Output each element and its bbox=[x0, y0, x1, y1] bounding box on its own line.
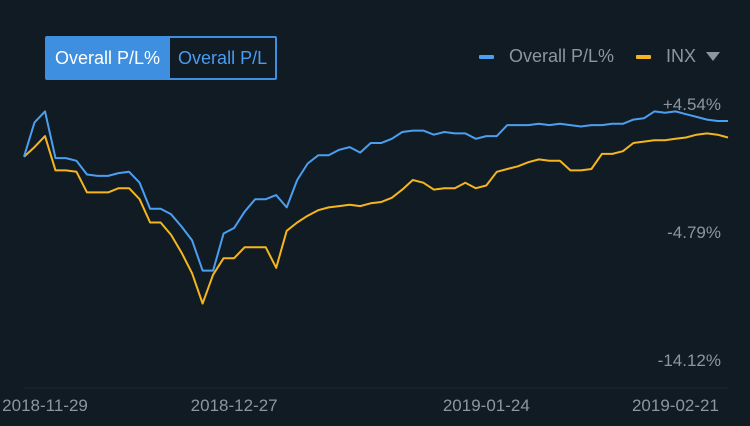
series-layer bbox=[23, 110, 729, 305]
series-line-overall-pl bbox=[23, 110, 728, 272]
x-tick-label: 2018-12-27 bbox=[191, 396, 278, 415]
legend-item-overall-pl: Overall P/L% bbox=[478, 46, 614, 67]
y-tick-label: -4.79% bbox=[667, 223, 721, 242]
overall-pl-percent-toggle[interactable]: Overall P/L% bbox=[47, 38, 169, 78]
x-tick-labels: 2018-11-29 2018-12-27 2019-01-24 2019-02-21 bbox=[2, 396, 719, 415]
x-tick-label: 2018-11-29 bbox=[2, 396, 88, 415]
x-tick-label: 2019-02-21 bbox=[632, 396, 719, 415]
y-tick-label: +4.54% bbox=[663, 95, 721, 114]
legend-label-overall-pl: Overall P/L% bbox=[508, 46, 614, 66]
overall-pl-toggle[interactable]: Overall P/L bbox=[168, 38, 275, 78]
legend-item-inx[interactable]: INX bbox=[635, 46, 720, 67]
chart-legend: Overall P/L% INX bbox=[457, 46, 720, 67]
y-tick-labels: +4.54% -4.79% -14.12% bbox=[658, 95, 721, 370]
x-tick-label: 2019-01-24 bbox=[443, 396, 530, 415]
y-tick-label: -14.12% bbox=[658, 351, 721, 370]
chevron-down-icon[interactable] bbox=[706, 52, 720, 61]
series-line-inx bbox=[23, 132, 729, 305]
legend-label-inx: INX bbox=[665, 46, 696, 66]
legend-swatch-inx bbox=[635, 54, 651, 59]
legend-swatch-overall-pl bbox=[478, 54, 494, 59]
metric-toggle: Overall P/L% Overall P/L bbox=[45, 36, 278, 80]
